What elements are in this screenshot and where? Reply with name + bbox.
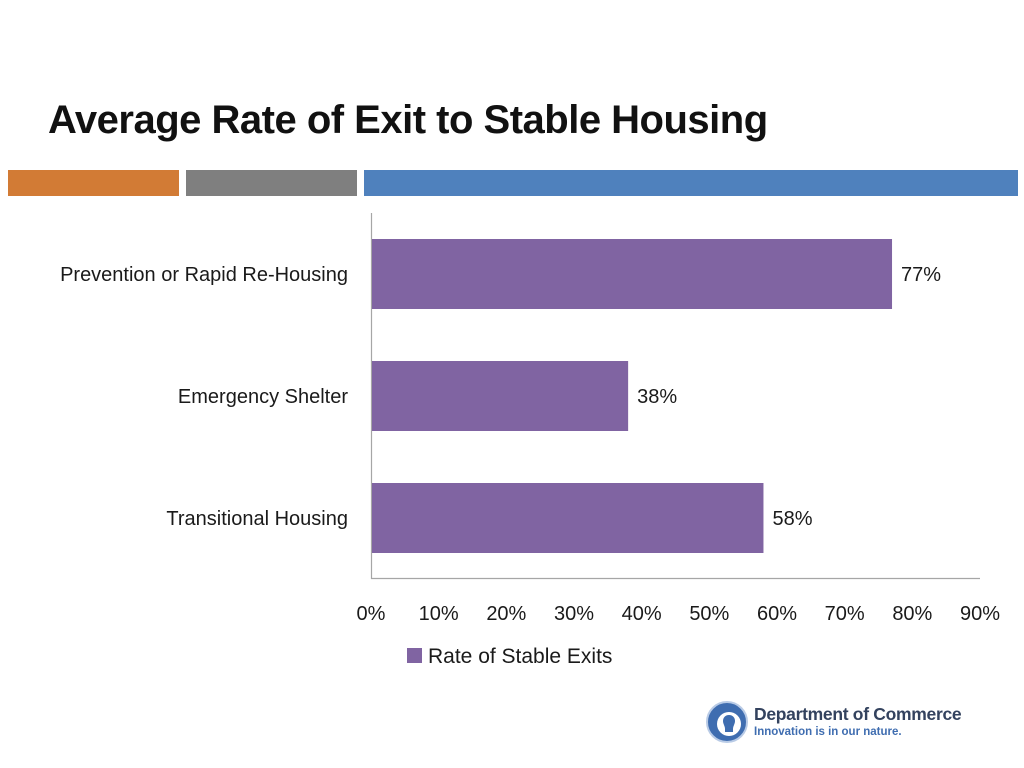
department-logo: Department of Commerce Innovation is in …: [706, 701, 976, 747]
accent-bar-blue: [364, 170, 1018, 196]
x-tick-label-2: 20%: [486, 603, 526, 625]
legend-label: Rate of Stable Exits: [428, 645, 612, 668]
value-label-0: 77%: [901, 264, 941, 286]
legend: Rate of Stable Exits: [407, 645, 612, 668]
x-tick-label-4: 40%: [622, 603, 662, 625]
x-tick-label-1: 10%: [419, 603, 459, 625]
value-label-2: 58%: [772, 508, 812, 530]
x-tick-label-8: 80%: [892, 603, 932, 625]
accent-bar-gray: [186, 170, 357, 196]
bars-group: [372, 239, 893, 553]
x-tick-label-7: 70%: [825, 603, 865, 625]
value-labels: 77% 38% 58%: [637, 264, 941, 530]
logo-tagline: Innovation is in our nature.: [754, 726, 902, 738]
accent-bar-orange: [8, 170, 179, 196]
bar-1: [372, 361, 629, 431]
legend-swatch: [407, 648, 422, 663]
x-tick-label-5: 50%: [689, 603, 729, 625]
x-tick-label-9: 90%: [960, 603, 1000, 625]
x-tick-label-0: 0%: [357, 603, 386, 625]
category-label-2: Transitional Housing: [166, 508, 348, 530]
value-label-1: 38%: [637, 386, 677, 408]
category-labels: Prevention or Rapid Re-Housing Emergency …: [60, 264, 348, 530]
category-label-1: Emergency Shelter: [178, 386, 348, 408]
x-tick-labels: 0% 10% 20% 30% 40% 50% 60% 70% 80% 90%: [357, 603, 1001, 625]
x-tick-label-3: 30%: [554, 603, 594, 625]
x-tick-label-6: 60%: [757, 603, 797, 625]
logo-name: Department of Commerce: [754, 704, 962, 724]
bar-0: [372, 239, 893, 309]
slide-title: Average Rate of Exit to Stable Housing: [48, 98, 768, 142]
category-label-0: Prevention or Rapid Re-Housing: [60, 264, 348, 286]
bar-2: [372, 483, 764, 553]
bar-chart: Prevention or Rapid Re-Housing Emergency …: [60, 213, 1001, 668]
washington-seal-icon: [706, 701, 748, 743]
